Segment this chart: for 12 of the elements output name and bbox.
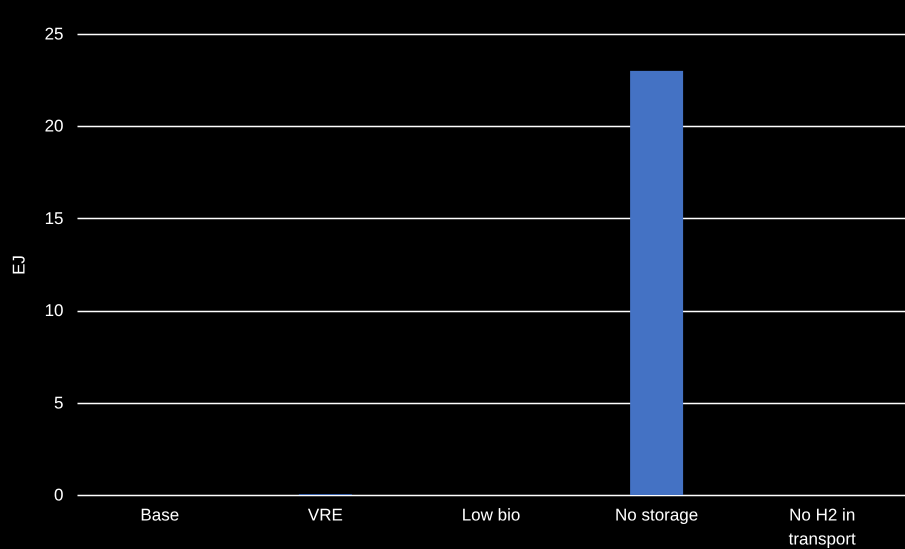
y-axis-title: EJ: [10, 255, 29, 275]
y-tick-label: 20: [44, 116, 64, 136]
x-tick-label: Base: [140, 506, 180, 524]
x-tick-label: No storage: [615, 506, 698, 524]
y-tick-label: 10: [44, 301, 64, 320]
x-tick-label: Low bio: [462, 506, 520, 524]
x-tick-label: No H2 in transport: [788, 506, 856, 548]
y-tick-label: 5: [54, 393, 64, 412]
y-tick-label: 15: [44, 208, 64, 228]
y-tick-label: 25: [44, 24, 64, 44]
y-tick-label: 0: [54, 486, 64, 504]
x-tick-label: VRE: [308, 506, 343, 524]
